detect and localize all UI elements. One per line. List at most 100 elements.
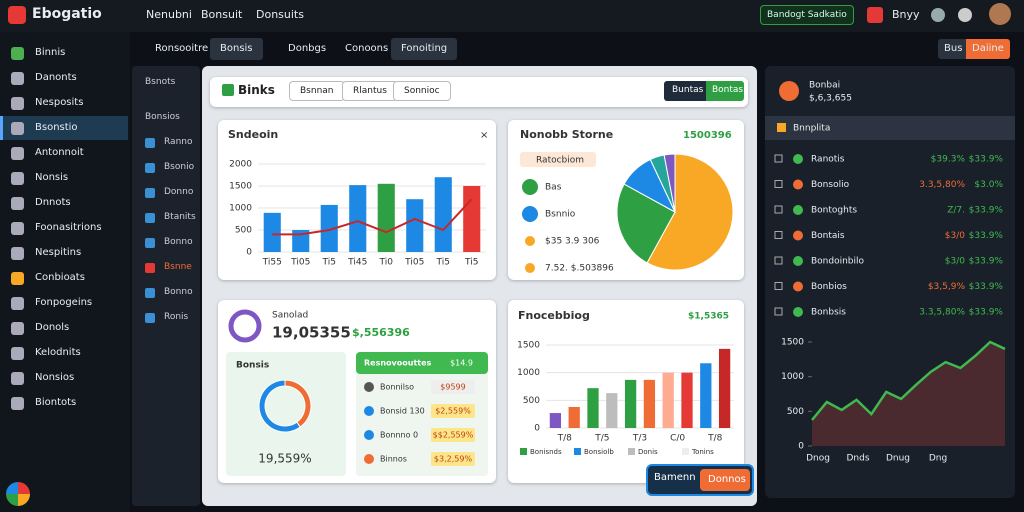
row-value: $3.0% (974, 180, 1003, 190)
tab-action[interactable]: Bus (938, 39, 966, 59)
sidebar-item[interactable]: Nonsios (35, 372, 75, 383)
sidebar-item[interactable]: Conbioats (35, 272, 85, 283)
legend-label: Tonins (691, 448, 714, 456)
sidebar-icon[interactable] (11, 247, 24, 260)
sidebar-item[interactable]: Antonnoit (35, 147, 84, 158)
sidebar-icon[interactable] (11, 372, 24, 385)
x-tick-label: Dnog (806, 454, 830, 464)
list-header (356, 352, 488, 374)
sidebar-icon[interactable] (11, 297, 24, 310)
x-tick-label: Ti5 (436, 258, 450, 268)
sidebar-icon[interactable] (11, 147, 24, 160)
sidebar-item[interactable]: Foonasitrions (35, 222, 102, 233)
x-tick-label: T/3 (632, 434, 647, 444)
panel-button[interactable]: Sonnioc (393, 81, 451, 101)
sub-title: Bonsis (236, 361, 269, 371)
sidebar-item[interactable]: Bsonstio (35, 122, 78, 133)
subnav-item[interactable]: Bsnne (164, 262, 192, 272)
sidebar-item[interactable]: Donols (35, 322, 70, 333)
sidebar-icon[interactable] (11, 272, 24, 285)
card-title: Sndeoin (228, 128, 278, 141)
x-tick-label: Dng (929, 454, 947, 464)
subnav-icon[interactable] (145, 263, 155, 273)
subnav-icon[interactable] (145, 163, 155, 173)
sidebar-item[interactable]: Nonsis (35, 172, 69, 183)
row-label: Binnos (380, 455, 407, 464)
legend-icon (522, 179, 538, 195)
subnav-item[interactable]: Bonno (164, 287, 193, 297)
footer-action[interactable]: Donnos (700, 469, 750, 491)
tab-action[interactable]: Daiine (966, 39, 1010, 59)
sidebar-icon[interactable] (11, 222, 24, 235)
y-tick-label: 500 (523, 396, 540, 406)
sidebar-icon[interactable] (11, 122, 24, 135)
card-total: 1500396 (683, 130, 732, 141)
pie-chart: Nonobb Storne 1500396 Ratocbiom Bas Bsnnio $3… (520, 128, 734, 274)
action-button[interactable]: Bandogt Sadkatio (760, 5, 854, 25)
sidebar-item[interactable]: Danonts (35, 72, 77, 83)
checkbox (774, 282, 783, 290)
sidebar-icon[interactable] (11, 72, 24, 85)
subnav-icon[interactable] (145, 313, 155, 323)
sidebar-item[interactable]: Kelodnits (35, 347, 81, 358)
row-label: Bondoinbilo (811, 257, 865, 267)
row-value: $33.9% (969, 257, 1004, 267)
sidebar-icon[interactable] (11, 322, 24, 335)
avatar[interactable] (989, 3, 1011, 25)
list-badge: $14.9 (450, 359, 473, 368)
sidebar-icon[interactable] (11, 397, 24, 410)
sidebar-icon[interactable] (11, 197, 24, 210)
subnav-icon[interactable] (145, 238, 155, 248)
tab[interactable]: Bonsis (210, 38, 263, 60)
nav-item[interactable]: Donsuits (256, 8, 304, 21)
bar (292, 230, 310, 252)
nav-item[interactable]: Nenubni (146, 8, 192, 21)
bar (349, 185, 367, 252)
y-tick-label: 1000 (229, 204, 252, 214)
subnav-icon[interactable] (145, 138, 155, 148)
legend-swatch (574, 448, 581, 455)
nav-item[interactable]: Bonsuit (201, 8, 243, 21)
y-tick-label: 1000 (781, 372, 804, 382)
panel-action[interactable]: Bontas (706, 81, 744, 101)
sidebar-icon[interactable] (11, 97, 24, 110)
notification-icon[interactable] (958, 8, 972, 22)
sidebar-icon[interactable] (11, 172, 24, 185)
tab[interactable]: Conoons (345, 43, 389, 54)
subnav-icon[interactable] (145, 213, 155, 223)
subnav-item[interactable]: Ranno (164, 137, 193, 147)
sidebar-item[interactable]: Fonpogeins (35, 297, 93, 308)
tab[interactable]: Ronsooitre (155, 43, 209, 54)
app-icon[interactable] (6, 482, 30, 506)
row-value: $39.3% (931, 155, 966, 165)
sidebar-icon[interactable] (11, 347, 24, 360)
settings-icon[interactable] (931, 8, 945, 22)
panel-button[interactable]: Bsnnan (289, 81, 345, 101)
sidebar-item[interactable]: Nesposits (35, 97, 84, 108)
subnav-icon[interactable] (145, 188, 155, 198)
footer-action[interactable]: Bamenn (654, 472, 696, 483)
tab[interactable]: Fonoiting (391, 38, 458, 60)
subnav-item[interactable]: Donno (164, 187, 194, 197)
subnav-item[interactable]: Bsonio (164, 162, 195, 172)
row-badge (431, 404, 475, 418)
subnav-item[interactable]: Bsnots (145, 77, 176, 87)
sidebar-item[interactable]: Nespitins (35, 247, 82, 258)
sidebar-item[interactable]: Binnis (35, 47, 66, 58)
subnav-item[interactable]: Bonsios (145, 112, 180, 122)
panel-action[interactable]: Buntas (664, 81, 706, 101)
tab[interactable]: Donbgs (288, 43, 327, 54)
subnav-item[interactable]: Ronis (164, 312, 189, 322)
sidebar-icon[interactable] (11, 47, 24, 60)
alert-icon[interactable] (867, 7, 883, 23)
x-tick-label: Ti45 (347, 258, 367, 268)
panel-button[interactable]: Rlantus (342, 81, 398, 101)
user-name[interactable]: Bnyy (892, 8, 920, 21)
sidebar-item[interactable]: Biontots (35, 397, 77, 408)
row-label: Bontais (811, 231, 845, 241)
subnav-item[interactable]: Bonno (164, 237, 193, 247)
subnav-item[interactable]: Btanits (164, 212, 196, 222)
subnav-icon[interactable] (145, 288, 155, 298)
row-label: Ranotis (811, 155, 845, 165)
sidebar-item[interactable]: Dnnots (35, 197, 71, 208)
